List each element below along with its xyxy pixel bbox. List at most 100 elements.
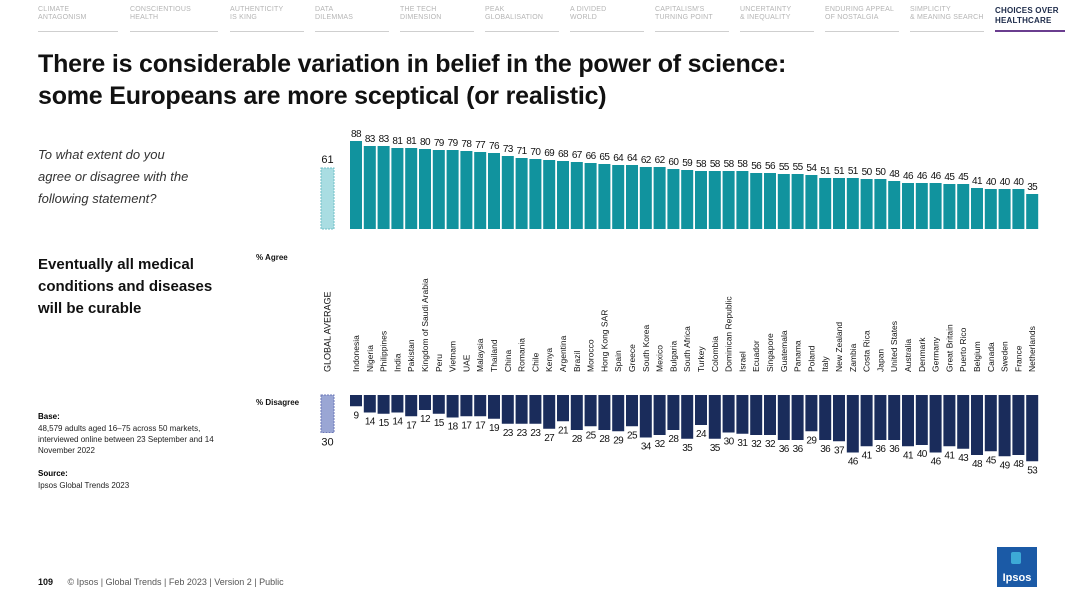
category-label-17: Brazil bbox=[572, 351, 582, 372]
disagree-bar-28 bbox=[722, 395, 735, 433]
category-label-29: Israel bbox=[737, 351, 747, 372]
agree-bar-22 bbox=[639, 167, 652, 229]
agree-value-label-45: 45 bbox=[958, 172, 969, 183]
nav-item-3[interactable]: AUTHENTICITY IS KING bbox=[230, 6, 304, 32]
disagree-bar-48 bbox=[998, 395, 1011, 457]
disagree-value-label-42: 40 bbox=[917, 449, 928, 460]
agree-value-label-36: 51 bbox=[834, 166, 845, 177]
survey-statement: Eventually all medical conditions and di… bbox=[38, 254, 248, 320]
nav-underline bbox=[130, 31, 218, 32]
disagree-bar-16 bbox=[557, 395, 569, 422]
category-label-43: Germany bbox=[931, 336, 941, 372]
survey-question: To what extent do you agree or disagree … bbox=[38, 144, 238, 210]
nav-item-1[interactable]: CLIMATE ANTAGONISM bbox=[38, 6, 118, 32]
disagree-bar-1 bbox=[350, 395, 362, 407]
disagree-bar-32 bbox=[777, 395, 790, 440]
category-label-19: Hong Kong SAR bbox=[599, 310, 609, 372]
ipsos-logo: Ipsos bbox=[997, 547, 1037, 587]
nav-item-6[interactable]: PEAK GLOBALISATION bbox=[485, 6, 559, 32]
agree-bar-5 bbox=[405, 148, 418, 229]
disagree-value-label-43: 46 bbox=[931, 457, 942, 468]
logo-mark-icon bbox=[1011, 552, 1021, 564]
disagree-bar-50 bbox=[1026, 395, 1039, 462]
agree-bar-47 bbox=[984, 189, 997, 229]
agree-value-label-40: 48 bbox=[889, 169, 900, 180]
category-label-26: Turkey bbox=[696, 346, 706, 372]
disagree-value-label-41: 41 bbox=[903, 450, 914, 461]
agree-bar-27 bbox=[708, 171, 721, 229]
nav-item-9[interactable]: UNCERTAINTY & INEQUALITY bbox=[740, 6, 814, 32]
nav-underline bbox=[315, 31, 389, 32]
nav-item-12[interactable]: CHOICES OVER HEALTHCARE bbox=[995, 6, 1065, 32]
agree-bar-13 bbox=[515, 158, 528, 229]
nav-item-4[interactable]: DATA DILEMMAS bbox=[315, 6, 389, 32]
disagree-bar-15 bbox=[543, 395, 556, 429]
nav-item-line-1: UNCERTAINTY bbox=[740, 6, 792, 13]
agree-value-label-13: 71 bbox=[517, 146, 528, 157]
category-label-1: Indonesia bbox=[351, 335, 361, 372]
disagree-bar-43 bbox=[929, 395, 942, 453]
disagree-bar-18 bbox=[584, 395, 597, 427]
source-text: Ipsos Global Trends 2023 bbox=[38, 481, 130, 490]
base-heading: Base: bbox=[38, 412, 60, 421]
agree-value-label-14: 70 bbox=[530, 147, 541, 158]
nav-item-line-2: DIMENSION bbox=[400, 14, 442, 21]
disagree-bar-5 bbox=[405, 395, 418, 417]
disagree-value-label-35: 36 bbox=[820, 444, 831, 455]
agree-value-label-42: 46 bbox=[917, 171, 928, 182]
category-label-25: South Africa bbox=[682, 326, 692, 372]
nav-item-7[interactable]: A DIVIDED WORLD bbox=[570, 6, 644, 32]
agree-bar-49 bbox=[1012, 189, 1025, 229]
agree-bar-33 bbox=[791, 174, 804, 229]
agree-value-label-37: 51 bbox=[848, 166, 859, 177]
disagree-axis-label: % Disagree bbox=[256, 398, 300, 407]
nav-item-11[interactable]: SIMPLICITY & MEANING SEARCH bbox=[910, 6, 984, 32]
category-label-36: New Zealand bbox=[834, 322, 844, 372]
agree-value-label-9: 78 bbox=[461, 139, 472, 150]
category-label-15: Kenya bbox=[544, 348, 554, 372]
disagree-value-label-47: 45 bbox=[986, 455, 997, 466]
nav-item-5[interactable]: THE TECH DIMENSION bbox=[400, 6, 474, 32]
disagree-bar-31 bbox=[764, 395, 776, 435]
category-label-32: Guatemala bbox=[779, 330, 789, 372]
agree-value-label-19: 65 bbox=[599, 152, 610, 163]
nav-item-8[interactable]: CAPITALISM'S TURNING POINT bbox=[655, 6, 729, 32]
statement-line-2: conditions and diseases bbox=[38, 278, 213, 295]
category-label-21: Greece bbox=[627, 344, 637, 372]
disagree-value-label-2: 14 bbox=[365, 417, 376, 428]
base-text: 48,579 adults aged 16–75 across 50 marke… bbox=[38, 423, 248, 456]
disagree-bar-46 bbox=[971, 395, 983, 455]
agree-bar-31 bbox=[764, 173, 776, 229]
disagree-bar-9 bbox=[460, 395, 473, 417]
disagree-bar-36 bbox=[833, 395, 845, 442]
statement-line-1: Eventually all medical bbox=[38, 256, 194, 273]
agree-bar-23 bbox=[653, 167, 666, 229]
category-label-46: Belgium bbox=[972, 341, 982, 372]
disagree-bar-37 bbox=[846, 395, 859, 453]
category-label-16: Argentina bbox=[558, 335, 568, 372]
category-label-40: United States bbox=[889, 321, 899, 372]
disagree-value-label-19: 28 bbox=[599, 434, 610, 445]
agree-bar-2 bbox=[363, 146, 376, 229]
agree-bar-45 bbox=[957, 184, 970, 229]
agree-value-label-1: 88 bbox=[351, 129, 362, 140]
agree-value-label-33: 55 bbox=[793, 162, 804, 173]
agree-bar-8 bbox=[446, 150, 459, 229]
agree-bar-25 bbox=[681, 170, 694, 229]
category-label-31: Singapore bbox=[765, 333, 775, 372]
category-label-48: Sweden bbox=[1000, 341, 1010, 372]
disagree-value-label-48: 49 bbox=[1000, 460, 1011, 471]
disagree-bar-47 bbox=[984, 395, 997, 452]
nav-item-line-2: DILEMMAS bbox=[315, 14, 354, 21]
disagree-bar-11 bbox=[488, 395, 500, 419]
global-average-disagree-bar bbox=[320, 394, 335, 433]
agree-bar-15 bbox=[543, 160, 556, 229]
nav-item-10[interactable]: ENDURING APPEAL OF NOSTALGIA bbox=[825, 6, 899, 32]
agree-value-label-47: 40 bbox=[986, 177, 997, 188]
nav-item-2[interactable]: CONSCIENTIOUS HEALTH bbox=[130, 6, 218, 32]
category-label-47: Canada bbox=[986, 342, 996, 372]
disagree-value-label-27: 35 bbox=[710, 443, 721, 454]
category-label-7: Peru bbox=[434, 354, 444, 372]
nav-underline bbox=[400, 31, 474, 32]
